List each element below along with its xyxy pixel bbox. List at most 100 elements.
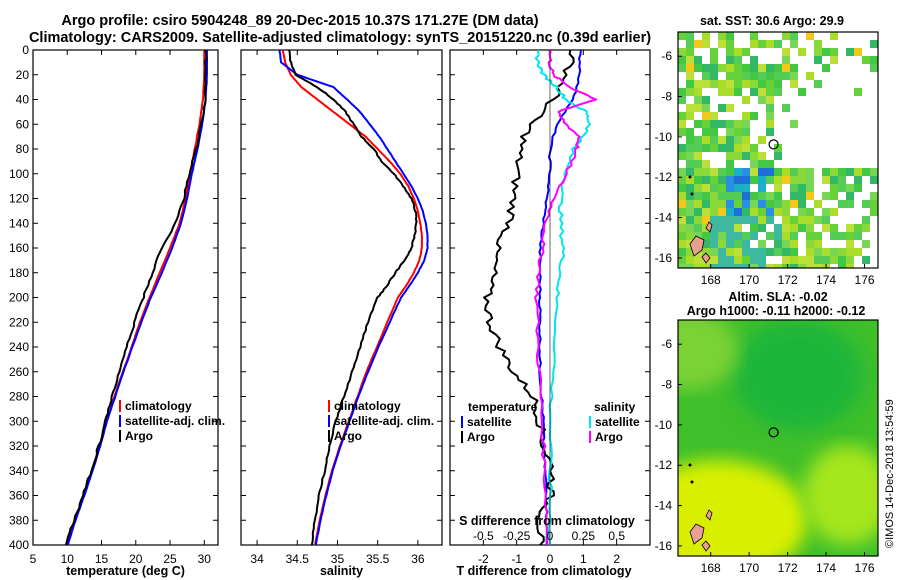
sst-cell	[702, 192, 710, 200]
sst-cell	[822, 176, 830, 184]
sst-cell	[750, 72, 758, 80]
sst-cell	[758, 88, 766, 96]
sst-cell	[742, 216, 750, 224]
sst-cell	[742, 248, 750, 256]
sst-cell	[750, 144, 758, 152]
series-line-salinity-satellite	[534, 50, 591, 545]
depth-tick-label: 20	[16, 68, 30, 82]
sst-cell	[742, 64, 750, 72]
depth-tick-label: 0	[22, 43, 29, 57]
sst-cell	[694, 80, 702, 88]
sst-cell	[734, 128, 742, 136]
sst-cell	[750, 40, 758, 48]
sst-cell	[766, 40, 774, 48]
sst-cell	[806, 240, 814, 248]
land-island	[705, 509, 713, 521]
sst-cell	[702, 80, 710, 88]
sst-cell	[814, 40, 822, 48]
sst-cell	[806, 248, 814, 256]
sst-cell	[774, 240, 782, 248]
sst-cell	[742, 136, 750, 144]
sst-cell	[678, 32, 686, 40]
sst-cell	[862, 168, 870, 176]
sst-cell	[750, 192, 758, 200]
sst-cell	[694, 120, 702, 128]
series-line-salinity-argo	[534, 50, 598, 545]
sst-cell	[734, 184, 742, 192]
lat-tick-label: -16	[655, 251, 673, 265]
lon-tick-label: 176	[855, 561, 875, 575]
lat-tick-label: -8	[661, 378, 672, 392]
sst-cell	[798, 176, 806, 184]
sst-cell	[846, 48, 854, 56]
x-tick-label: 36	[411, 552, 425, 566]
sst-cell	[678, 144, 686, 152]
sst-cell	[718, 88, 726, 96]
sst-cell	[790, 192, 798, 200]
depth-tick-label: 120	[9, 192, 29, 206]
lon-tick-label: 172	[778, 561, 798, 575]
sst-cell	[678, 232, 686, 240]
sst-cell	[774, 192, 782, 200]
sst-cell	[766, 96, 774, 104]
sst-cell	[718, 144, 726, 152]
sst-cell	[734, 80, 742, 88]
sst-cell	[694, 144, 702, 152]
sst-cell	[806, 216, 814, 224]
sst-cell	[758, 152, 766, 160]
sst-cell	[678, 112, 686, 120]
sst-cell	[710, 72, 718, 80]
sst-cell	[846, 240, 854, 248]
x-tick-label: 5	[30, 552, 37, 566]
sst-cell	[726, 184, 734, 192]
sst-cell	[814, 48, 822, 56]
sst-cell	[718, 40, 726, 48]
sst-cell	[734, 200, 742, 208]
sst-cell	[734, 224, 742, 232]
sla-map-title: Altim. SLA: -0.02	[728, 290, 827, 304]
land-island	[705, 221, 713, 233]
legend-label: Argo	[595, 430, 623, 444]
sst-cell	[726, 208, 734, 216]
sst-cell	[750, 152, 758, 160]
sst-cell	[726, 80, 734, 88]
sst-cell	[702, 144, 710, 152]
sst-cell	[734, 208, 742, 216]
sst-cell	[806, 184, 814, 192]
depth-tick-label: 320	[9, 439, 29, 453]
sst-cell	[806, 192, 814, 200]
lon-tick-label: 170	[739, 561, 759, 575]
sst-cell	[710, 136, 718, 144]
x-tick-label: 10	[61, 552, 75, 566]
sst-cell	[830, 208, 838, 216]
temperature-profile-chart: 0 20 40 60 80 100 120 140 160 180 200 220 240 260 280 3…	[9, 43, 225, 578]
sst-cell	[702, 264, 710, 268]
sst-cell	[814, 232, 822, 240]
sst-cell	[742, 72, 750, 80]
sst-cell	[766, 208, 774, 216]
sst-cell	[734, 88, 742, 96]
sst-cell	[718, 80, 726, 88]
sst-cell	[742, 80, 750, 88]
sst-cell	[694, 224, 702, 232]
sst-cell	[678, 248, 686, 256]
sst-cell	[782, 256, 790, 264]
sst-cell	[814, 256, 822, 264]
sst-cell	[854, 248, 862, 256]
sst-cell	[822, 224, 830, 232]
sst-cell	[782, 32, 790, 40]
sst-cell	[686, 248, 694, 256]
sst-cell	[870, 176, 878, 184]
land-island	[689, 235, 705, 257]
sst-cell	[718, 136, 726, 144]
sst-cell	[718, 264, 726, 268]
sst-cell	[734, 56, 742, 64]
sst-cell	[798, 208, 806, 216]
sst-cell	[830, 176, 838, 184]
sst-cell	[774, 184, 782, 192]
sst-cell	[734, 64, 742, 72]
sst-cell	[686, 168, 694, 176]
sst-cell	[798, 264, 806, 268]
sst-cell	[846, 248, 854, 256]
sst-cell	[838, 264, 846, 268]
